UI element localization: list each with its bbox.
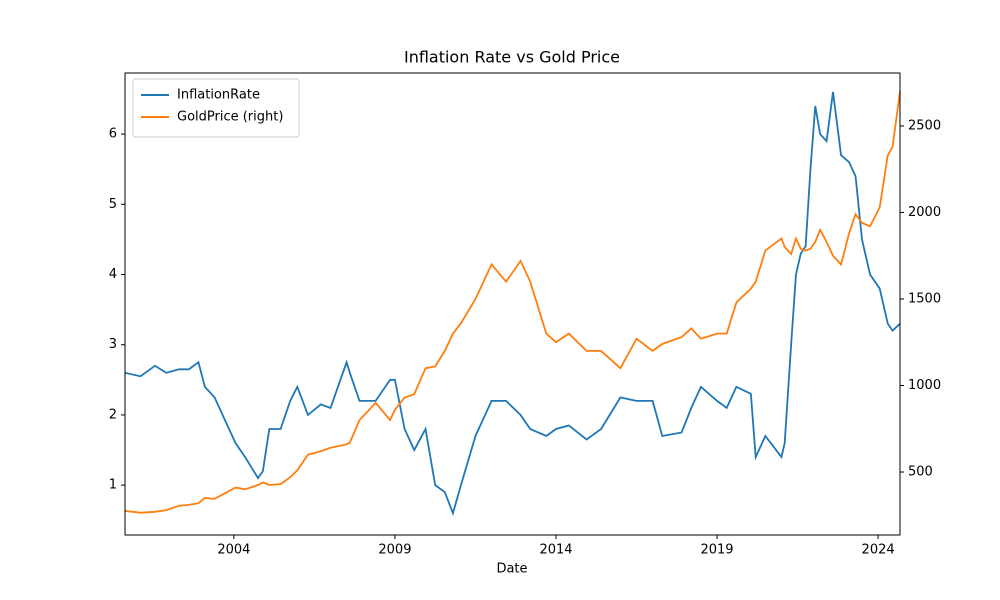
data-line — [124, 91, 901, 517]
y-tick-label: 2 — [109, 407, 117, 422]
plot-frame — [124, 72, 901, 536]
x-tick-label: 2009 — [378, 543, 411, 558]
y-tick-label: 1 — [109, 478, 117, 493]
y-tick-label: 4 — [109, 267, 117, 282]
y-tick-label: 3 — [109, 337, 117, 352]
y-tick-label: 6 — [109, 127, 117, 142]
legend-label: GoldPrice (right) — [177, 110, 283, 125]
x-axis-label: Date — [496, 562, 527, 577]
y2-tick-label: 500 — [908, 465, 933, 480]
y2-tick-label: 2000 — [908, 205, 941, 220]
data-line — [124, 91, 901, 514]
y2-tick-label: 2500 — [908, 118, 941, 133]
x-tick-label: 2014 — [539, 543, 572, 558]
legend-label: InflationRate — [177, 88, 260, 103]
y2-tick-label: 1000 — [908, 378, 941, 393]
x-tick-label: 2004 — [217, 543, 250, 558]
chart-title: Inflation Rate vs Gold Price — [404, 48, 620, 67]
legend: InflationRate GoldPrice (right) — [132, 78, 300, 138]
y2-tick-label: 1500 — [908, 291, 941, 306]
x-tick-label: 2019 — [700, 543, 733, 558]
legend-box — [132, 78, 300, 138]
y-tick-label: 5 — [109, 197, 117, 212]
x-tick-label: 2024 — [862, 543, 895, 558]
